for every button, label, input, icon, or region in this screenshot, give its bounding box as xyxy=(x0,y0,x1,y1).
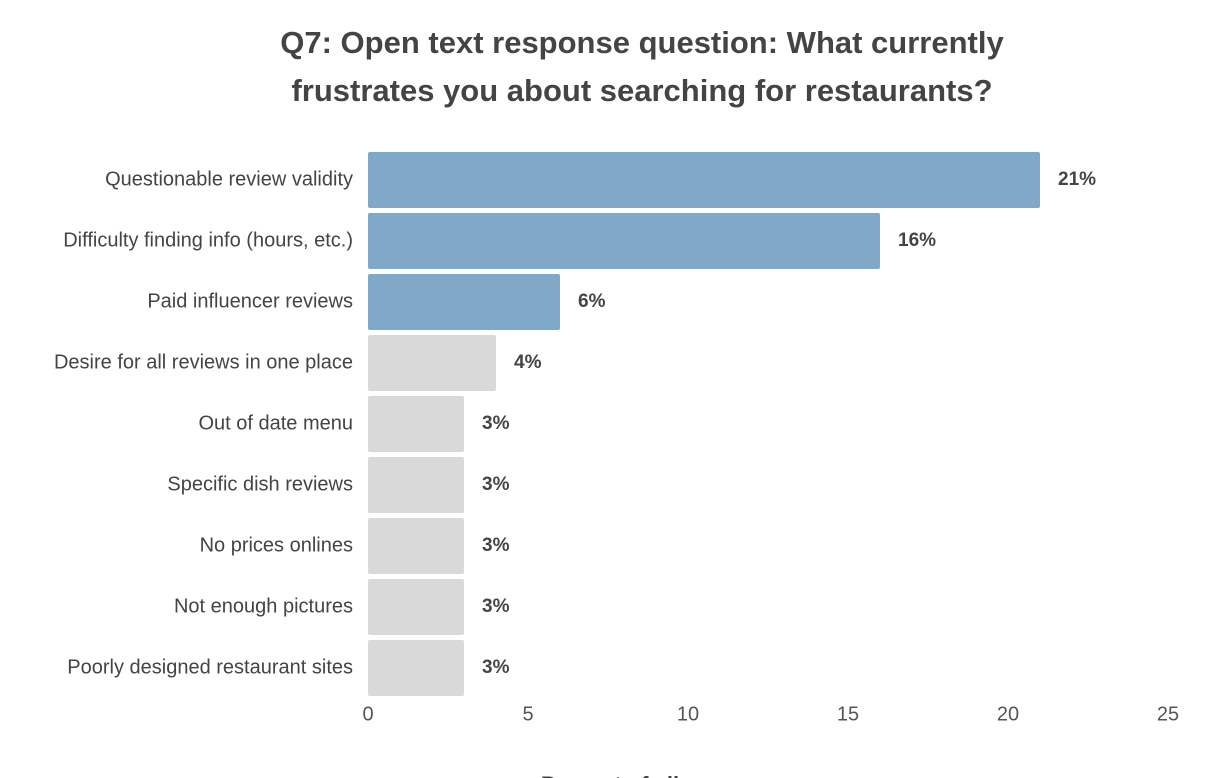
x-axis-label: Percent of all xyxy=(541,772,679,778)
y-tick-label: No prices onlines xyxy=(200,534,353,556)
y-tick-label: Out of date menu xyxy=(198,412,353,434)
bar xyxy=(368,579,464,635)
y-tick-label: Questionable review validity xyxy=(105,168,353,190)
y-tick-label: Specific dish reviews xyxy=(167,473,353,495)
x-tick-label: 5 xyxy=(522,703,533,725)
value-label: 3% xyxy=(482,596,510,617)
x-tick-label: 25 xyxy=(1157,703,1179,725)
value-label: 3% xyxy=(482,657,510,678)
value-label: 16% xyxy=(898,230,936,251)
x-tick-label: 0 xyxy=(362,703,373,725)
y-tick-label: Difficulty finding info (hours, etc.) xyxy=(63,229,353,251)
y-tick-label: Poorly designed restaurant sites xyxy=(67,656,353,678)
x-tick-label: 10 xyxy=(677,703,699,725)
value-label: 4% xyxy=(514,352,542,373)
chart-title: Q7: Open text response question: What cu… xyxy=(280,25,1004,60)
x-tick-label: 20 xyxy=(997,703,1019,725)
y-tick-label: Not enough pictures xyxy=(174,595,353,617)
x-tick-label: 15 xyxy=(837,703,859,725)
y-tick-label: Desire for all reviews in one place xyxy=(54,351,353,373)
bar xyxy=(368,640,464,696)
value-label: 3% xyxy=(482,535,510,556)
value-label: 3% xyxy=(482,413,510,434)
bar xyxy=(368,396,464,452)
value-label: 6% xyxy=(578,291,606,312)
bar xyxy=(368,457,464,513)
bar xyxy=(368,518,464,574)
value-label: 21% xyxy=(1058,169,1096,190)
bar xyxy=(368,152,1040,208)
bar xyxy=(368,274,560,330)
y-tick-label: Paid influencer reviews xyxy=(147,290,353,312)
bar xyxy=(368,213,880,269)
value-label: 3% xyxy=(482,474,510,495)
bar xyxy=(368,335,496,391)
chart-title: frustrates you about searching for resta… xyxy=(291,73,992,108)
